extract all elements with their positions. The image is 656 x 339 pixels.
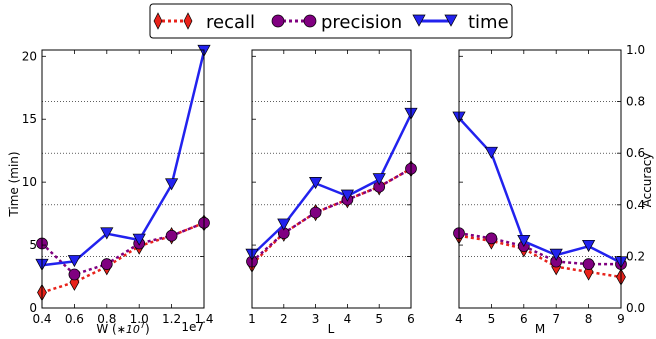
panel-w-time-point-3 bbox=[132, 233, 146, 246]
panel-w-xtick-label-1: 0.6 bbox=[65, 312, 84, 326]
accuracy-tick-label-1: 0.2 bbox=[626, 249, 645, 263]
legend-time-marker-left bbox=[412, 14, 426, 27]
panel-m-ticks: 4 5 6 7 8 90.0 0.2 0.4 0.6 0.8 1.0 bbox=[455, 43, 645, 326]
panel-w-precision-point-4 bbox=[165, 229, 178, 242]
legend-precision-label: precision bbox=[321, 12, 402, 33]
panel-w-precision-point-1 bbox=[68, 268, 81, 281]
panel-l-xtick-label-4: 5 bbox=[375, 312, 383, 326]
panel-l-xtick-label-5: 6 bbox=[407, 312, 415, 326]
panel-l-precision-point-2 bbox=[309, 206, 322, 219]
accuracy-tick-label-2: 0.4 bbox=[626, 198, 645, 212]
time-tick-label-1: 5 bbox=[29, 238, 37, 252]
panel-m-time-line bbox=[458, 117, 622, 264]
panel-w-time-point-1 bbox=[67, 255, 81, 268]
panel-l-time-point-4 bbox=[372, 173, 386, 186]
panel-m-plot bbox=[452, 111, 628, 286]
legend-recall-marker-left bbox=[153, 12, 163, 30]
panel-m-precision-point-1 bbox=[485, 232, 498, 245]
panel-l: 1 2 3 4 5 6 L bbox=[245, 49, 418, 336]
panel-l-plot bbox=[245, 107, 418, 273]
panel-m-recall-line bbox=[458, 234, 622, 279]
panel-w-precision-line bbox=[41, 221, 205, 276]
panel-w-xtick-label-4: 1.2 bbox=[162, 312, 181, 326]
panel-m-time-point-2 bbox=[517, 234, 531, 248]
panel-l-time-point-1 bbox=[277, 218, 291, 231]
panel-w-recall-line bbox=[41, 221, 205, 294]
panel-w-xlabel: W (∗107) bbox=[96, 321, 149, 336]
panel-m-xtick-label-3: 7 bbox=[552, 312, 560, 326]
right-axis-title: Accuracy bbox=[640, 153, 654, 208]
panel-w-time-point-2 bbox=[100, 227, 114, 240]
panel-m-xtick-label-0: 4 bbox=[455, 312, 463, 326]
panel-l-ticks: 1 2 3 4 5 6 bbox=[248, 49, 415, 326]
panel-m-xtick-label-1: 5 bbox=[488, 312, 496, 326]
panel-l-grid bbox=[252, 101, 411, 257]
legend-time-label: time bbox=[468, 12, 509, 33]
panel-l-time-point-2 bbox=[309, 177, 323, 190]
legend-precision-marker-right bbox=[303, 14, 317, 28]
panel-l-recall-line bbox=[251, 167, 412, 265]
panel-m-xtick-label-2: 6 bbox=[520, 312, 528, 326]
panel-m-grid bbox=[459, 101, 621, 257]
panel-m-time-point-3 bbox=[549, 248, 563, 261]
panel-w-time-point-4 bbox=[165, 178, 179, 191]
panel-w-xtick-label-2: 0.8 bbox=[97, 312, 116, 326]
left-axis-title: Time (min) bbox=[7, 151, 21, 217]
accuracy-tick-label-0: 0.0 bbox=[626, 301, 645, 315]
panel-l-time-point-3 bbox=[340, 189, 354, 202]
panel-w-ticks: 0.4 0.6 0.8 1.0 1.2 1.4 0 5 10 15 20 bbox=[22, 49, 214, 326]
time-tick-label-2: 10 bbox=[22, 175, 37, 189]
panel-w-plot bbox=[35, 44, 211, 302]
legend-box bbox=[149, 3, 513, 39]
panel-w-grid bbox=[42, 101, 204, 257]
panel-m-xtick-label-4: 8 bbox=[585, 312, 593, 326]
panel-l-xtick-label-1: 2 bbox=[280, 312, 288, 326]
legend: recall precision time bbox=[149, 3, 513, 39]
panel-l-xlabel: L bbox=[328, 322, 335, 336]
panel-w-xtick-label-0: 0.4 bbox=[32, 312, 51, 326]
legend-recall-label: recall bbox=[206, 12, 255, 33]
panel-l-precision-line bbox=[251, 167, 412, 263]
panel-w-time-line bbox=[41, 51, 206, 267]
legend-time-marker-right bbox=[444, 14, 458, 27]
panel-m-frame bbox=[458, 49, 622, 309]
panel-w: 0.4 0.6 0.8 1.0 1.2 1.4 0 5 10 15 20 W (∗107) 1e7 bbox=[22, 44, 214, 336]
panel-m-xlabel: M bbox=[535, 322, 545, 336]
panel-l-frame bbox=[251, 49, 412, 309]
panel-m-precision-point-4 bbox=[582, 258, 595, 270]
panel-w-xtick-label-3: 1.0 bbox=[130, 312, 149, 326]
panel-l-time-line bbox=[251, 113, 413, 257]
accuracy-tick-label-4: 0.8 bbox=[626, 95, 645, 109]
panel-l-xtick-label-3: 4 bbox=[344, 312, 352, 326]
panel-w-offset-text: 1e7 bbox=[181, 320, 204, 334]
panel-m-time-point-4 bbox=[582, 239, 596, 253]
panel-w-frame bbox=[41, 49, 205, 309]
time-tick-label-0: 0 bbox=[29, 301, 37, 315]
panel-m-xtick-label-5: 9 bbox=[617, 312, 625, 326]
panel-m-time-point-1 bbox=[484, 146, 498, 159]
accuracy-tick-label-3: 0.6 bbox=[626, 146, 645, 160]
panel-w-precision-point-2 bbox=[100, 258, 113, 270]
panel-l-xtick-label-2: 3 bbox=[312, 312, 320, 326]
time-tick-label-4: 20 bbox=[22, 49, 37, 63]
time-tick-label-3: 15 bbox=[22, 112, 37, 126]
panel-l-xtick-label-0: 1 bbox=[248, 312, 256, 326]
accuracy-tick-label-5: 1.0 bbox=[626, 43, 645, 57]
legend-recall-marker-right bbox=[183, 12, 193, 30]
panel-w-xtick-label-5: 1.4 bbox=[194, 312, 213, 326]
panel-m: 4 5 6 7 8 90.0 0.2 0.4 0.6 0.8 1.0 M bbox=[452, 43, 645, 336]
legend-precision-marker-left bbox=[271, 14, 285, 28]
